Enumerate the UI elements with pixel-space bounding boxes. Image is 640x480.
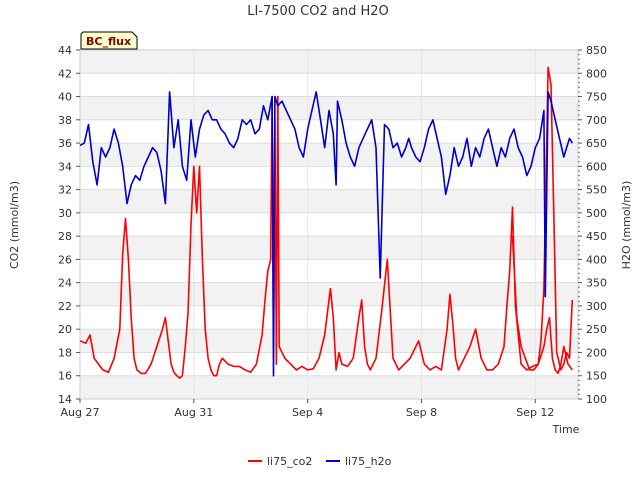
x-tick-label: Aug 31 [174, 406, 213, 419]
right-tick-label: 850 [586, 44, 607, 57]
left-tick-label: 34 [58, 160, 72, 173]
x-axis-title: Time [552, 423, 580, 436]
right-tick-label: 400 [586, 253, 607, 266]
right-tick-label: 250 [586, 323, 607, 336]
left-tick-label: 40 [58, 91, 72, 104]
badge-label: BC_flux [86, 35, 131, 48]
background-band [80, 189, 578, 213]
right-tick-label: 800 [586, 67, 607, 80]
right-tick-label: 450 [586, 230, 607, 243]
background-band [80, 375, 578, 399]
series-line-co2 [79, 95, 573, 379]
right-tick-label: 750 [586, 91, 607, 104]
left-tick-label: 44 [58, 44, 72, 57]
badge: BC_flux [80, 31, 138, 50]
series-lines [79, 66, 574, 379]
right-tick-label: 100 [586, 393, 607, 406]
left-tick-label: 36 [58, 137, 72, 150]
right-tick-label: 500 [586, 207, 607, 220]
right-axis-ticks: 100 150 200 250 300 350 400 450 500 550 600 650 700 7… [578, 44, 607, 406]
left-tick-label: 16 [58, 370, 72, 383]
x-tick-label: Sep 12 [516, 406, 554, 419]
chart-title: LI-7500 CO2 and H2O [247, 4, 389, 19]
left-tick-label: 30 [58, 207, 72, 220]
x-tick-label: Aug 27 [61, 406, 100, 419]
left-axis-ticks: 14 16 18 20 22 24 26 28 30 32 34 36 38 40 42 44 [58, 44, 80, 406]
right-axis-title: H2O (mmol/m3) [620, 181, 633, 270]
background-band [80, 50, 578, 74]
legend: li75_co2 li75_h2o [248, 455, 392, 468]
left-tick-label: 20 [58, 323, 72, 336]
legend-label-co2: li75_co2 [267, 455, 312, 468]
x-tick-label: Sep 8 [406, 406, 437, 419]
left-tick-label: 38 [58, 114, 72, 127]
left-axis-title: CO2 (mmol/m3) [8, 181, 21, 269]
background-band [80, 143, 578, 167]
left-tick-label: 22 [58, 300, 72, 313]
right-tick-label: 600 [586, 160, 607, 173]
right-tick-label: 650 [586, 137, 607, 150]
right-tick-label: 550 [586, 184, 607, 197]
left-tick-label: 28 [58, 230, 72, 243]
plot-frame [79, 49, 579, 400]
right-tick-label: 350 [586, 277, 607, 290]
legend-label-h2o: li75_h2o [345, 455, 392, 468]
left-tick-label: 26 [58, 253, 72, 266]
series-line-h2o [79, 91, 573, 377]
badge-box [80, 31, 138, 50]
right-tick-label: 150 [586, 370, 607, 383]
right-tick-label: 700 [586, 114, 607, 127]
right-tick-label: 300 [586, 300, 607, 313]
background-band [80, 236, 578, 260]
right-tick-label: 200 [586, 346, 607, 359]
x-axis-ticks: Aug 27 Aug 31 Sep 4 Sep 8 Sep 12 [61, 399, 554, 419]
left-tick-label: 24 [58, 277, 72, 290]
left-tick-label: 32 [58, 184, 72, 197]
left-tick-label: 42 [58, 67, 72, 80]
left-tick-label: 18 [58, 346, 72, 359]
x-tick-label: Sep 4 [292, 406, 323, 419]
left-tick-label: 14 [58, 393, 72, 406]
